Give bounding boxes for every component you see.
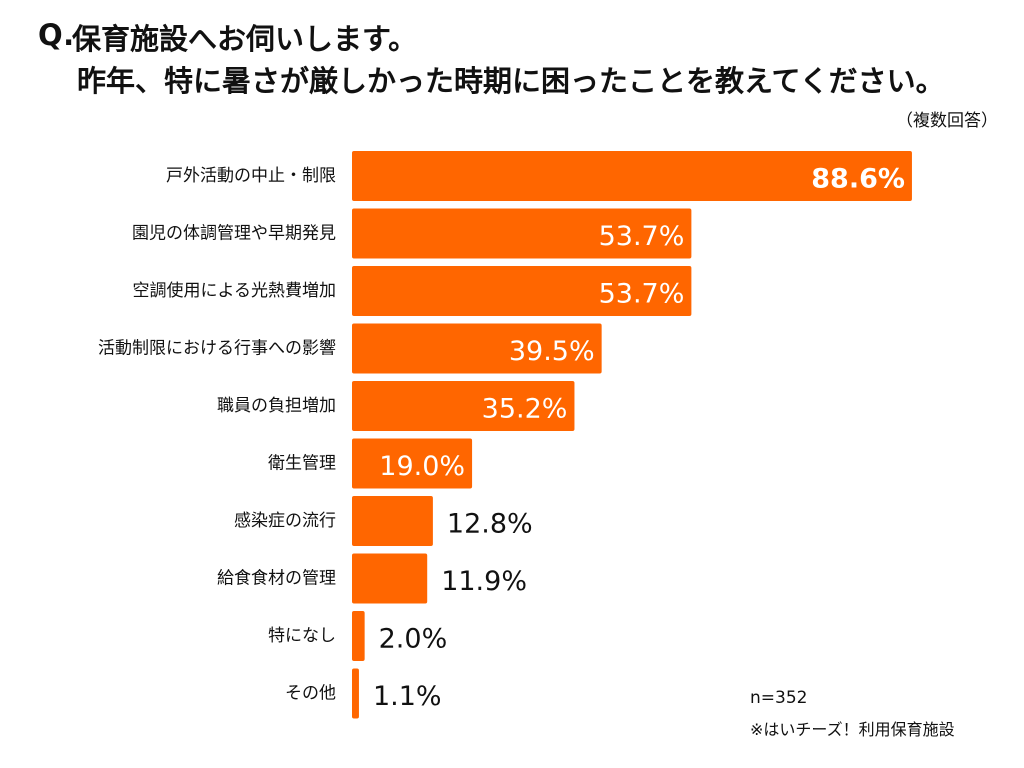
- bar-group: 空調使用による光熱費増加 53.7%: [133, 266, 692, 316]
- bar-group: 給食食材の管理 11.9%: [217, 553, 527, 604]
- category-label: 特になし: [268, 626, 336, 646]
- data-source: ※はいチーズ！利用保育施設: [750, 720, 955, 739]
- value-label: 19.0%: [379, 451, 465, 482]
- bar-group: 感染症の流行 12.8%: [234, 496, 533, 546]
- bar: [352, 438, 473, 489]
- value-label: 88.6%: [811, 164, 905, 195]
- bar: [352, 208, 692, 259]
- category-label: 職員の負担増加: [217, 396, 336, 416]
- bar-group: 職員の負担増加 35.2%: [217, 381, 575, 431]
- bar: [352, 151, 912, 201]
- question-marker: Q.: [38, 18, 75, 52]
- sample-size: n=352: [750, 688, 808, 708]
- chart-title-line1: 保育施設へお伺いします。: [72, 22, 418, 56]
- bar: [352, 611, 365, 661]
- category-label: その他: [285, 684, 336, 704]
- value-label: 12.8%: [447, 509, 533, 540]
- value-label: 53.7%: [599, 221, 685, 252]
- value-label: 1.1%: [373, 681, 442, 712]
- category-label: 戸外活動の中止・制限: [166, 166, 336, 186]
- bar-group: 園児の体調管理や早期発見 53.7%: [132, 208, 692, 259]
- bar-group: 特になし 2.0%: [268, 611, 447, 661]
- bar-group: 戸外活動の中止・制限 88.6%: [166, 151, 912, 201]
- chart-title-line2: 昨年、特に暑さが厳しかった時期に困ったことを教えてください。: [77, 64, 945, 98]
- category-label: 活動制限における行事への影響: [98, 339, 336, 359]
- bar: [352, 323, 602, 374]
- category-label: 空調使用による光熱費増加: [133, 280, 337, 301]
- value-label: 2.0%: [379, 624, 448, 655]
- category-label: 園児の体調管理や早期発見: [132, 224, 336, 244]
- bar-group: 衛生管理 19.0%: [268, 438, 473, 489]
- bar: [352, 668, 359, 719]
- bar: [352, 553, 428, 604]
- category-label: 衛生管理: [268, 454, 336, 474]
- bar: [352, 496, 433, 546]
- value-label: 39.5%: [509, 336, 595, 367]
- category-label: 給食食材の管理: [217, 569, 336, 589]
- multiple-answers-note: （複数回答）: [896, 111, 998, 131]
- bar: [352, 381, 575, 431]
- value-label: 53.7%: [599, 279, 685, 310]
- bar: [352, 266, 692, 316]
- bar-group: その他 1.1%: [285, 668, 442, 719]
- value-label: 35.2%: [482, 394, 568, 425]
- value-label: 11.9%: [441, 566, 527, 597]
- category-label: 感染症の流行: [234, 511, 336, 531]
- bar-group: 活動制限における行事への影響 39.5%: [98, 323, 602, 374]
